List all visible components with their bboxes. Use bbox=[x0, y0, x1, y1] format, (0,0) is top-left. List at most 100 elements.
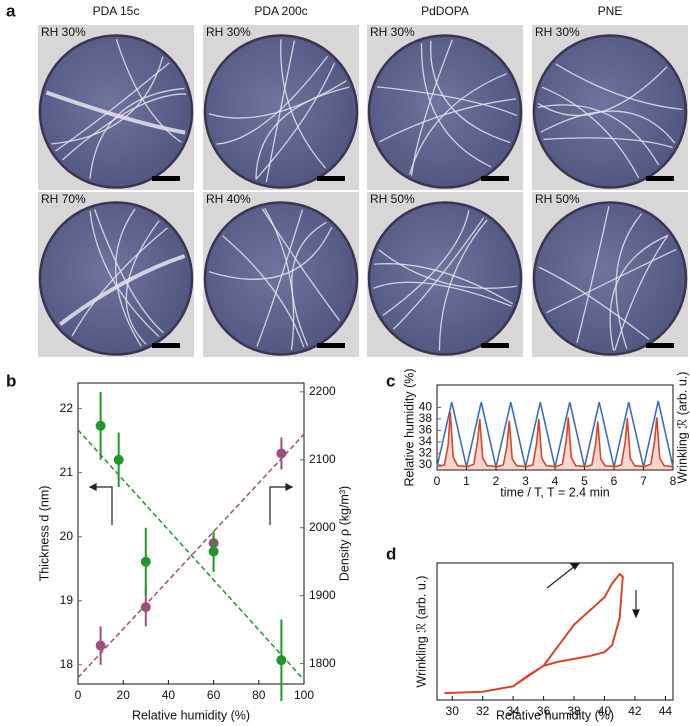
crack bbox=[55, 62, 170, 152]
y2-tick-label: 2000 bbox=[309, 520, 336, 534]
rh-label: RH 70% bbox=[41, 192, 86, 206]
plot-frame bbox=[77, 382, 305, 685]
y2-tick-label: 2200 bbox=[309, 384, 336, 398]
y-tick-label: 30 bbox=[419, 457, 433, 471]
column-title: PDA 15c bbox=[93, 4, 140, 18]
crack bbox=[379, 98, 517, 143]
crack bbox=[51, 56, 164, 145]
crack bbox=[537, 104, 660, 166]
x-tick-label: 7 bbox=[640, 474, 647, 488]
photo: RH 30% bbox=[38, 25, 194, 190]
rh-label: RH 40% bbox=[206, 192, 251, 206]
y2-tick-label: 2100 bbox=[309, 452, 336, 466]
x-tick-label: 60 bbox=[207, 688, 221, 702]
crack bbox=[430, 40, 511, 144]
x-axis-label: Relative humidity (%) bbox=[496, 708, 614, 722]
scale-bar bbox=[481, 343, 509, 348]
x-tick-label: 42 bbox=[628, 704, 642, 718]
x-tick-label: 1 bbox=[463, 474, 470, 488]
y-axis-label: Wrinkling ℛ (arb. u.) bbox=[414, 576, 428, 688]
crack bbox=[125, 220, 160, 345]
y-tick-label: 22 bbox=[60, 401, 74, 415]
point bbox=[95, 420, 106, 431]
column-title: PNE bbox=[598, 4, 623, 18]
crack bbox=[420, 43, 492, 168]
plot-frame bbox=[436, 562, 674, 701]
y-axis-label: Thickness d (nm) bbox=[37, 486, 51, 582]
crack bbox=[61, 93, 187, 161]
arrows bbox=[88, 483, 640, 619]
crack bbox=[216, 55, 329, 145]
x-tick-label: 8 bbox=[670, 474, 677, 488]
crack bbox=[410, 39, 453, 176]
photo: RH 30% bbox=[203, 25, 359, 190]
line bbox=[438, 412, 674, 468]
line bbox=[436, 400, 674, 468]
panel-label: a bbox=[6, 1, 16, 20]
x-tick-label: 100 bbox=[294, 688, 314, 702]
x-tick-label: 80 bbox=[252, 688, 266, 702]
membrane bbox=[532, 201, 688, 356]
y-tick-label: 40 bbox=[419, 400, 433, 414]
point bbox=[95, 640, 106, 651]
crack bbox=[280, 39, 327, 169]
crack bbox=[255, 62, 336, 180]
scale-bar bbox=[646, 343, 674, 348]
crack bbox=[373, 281, 512, 307]
fit-line bbox=[77, 429, 305, 681]
photo: RH 70% bbox=[38, 192, 194, 357]
photo: RH 50% bbox=[532, 192, 688, 357]
crack bbox=[382, 210, 470, 316]
crack bbox=[222, 235, 305, 348]
crack bbox=[537, 66, 668, 117]
rh-label: RH 30% bbox=[535, 25, 580, 39]
column-title: PdDOPA bbox=[421, 4, 469, 18]
crack bbox=[115, 39, 182, 143]
x-tick-label: 0 bbox=[75, 688, 82, 702]
crack bbox=[114, 208, 142, 347]
y-tick-label: 38 bbox=[419, 411, 433, 425]
membrane bbox=[367, 201, 523, 356]
y-axis-label: Relative humidity (%) bbox=[402, 368, 416, 486]
x-tick-label: 36 bbox=[537, 704, 551, 718]
crack bbox=[378, 249, 517, 289]
scale-bar bbox=[152, 343, 180, 348]
y-tick-label: 21 bbox=[60, 465, 74, 479]
y-tick-label: 18 bbox=[60, 657, 74, 671]
membrane bbox=[367, 34, 523, 189]
crack bbox=[393, 217, 485, 330]
crack bbox=[576, 206, 610, 343]
x-tick-label: 6 bbox=[611, 474, 618, 488]
crack bbox=[438, 219, 488, 351]
fit-line bbox=[77, 433, 305, 679]
x-tick-label: 32 bbox=[476, 704, 490, 718]
x-axis-label: time / T, T = 2.4 min bbox=[500, 485, 609, 499]
x-tick-label: 2 bbox=[493, 474, 500, 488]
x-tick-label: 0 bbox=[434, 474, 441, 488]
crack bbox=[89, 211, 160, 338]
crack bbox=[541, 86, 640, 179]
crack bbox=[89, 87, 185, 179]
plot-frame bbox=[436, 384, 674, 471]
photo: RH 50% bbox=[367, 192, 523, 357]
crack bbox=[255, 86, 350, 180]
x-tick-label: 40 bbox=[598, 704, 612, 718]
crack bbox=[208, 80, 347, 119]
crack bbox=[614, 234, 669, 351]
crack bbox=[555, 63, 683, 110]
photo: RH 30% bbox=[532, 25, 688, 190]
y-tick-label: 34 bbox=[419, 434, 433, 448]
scale-bar bbox=[317, 176, 345, 181]
crack bbox=[71, 227, 168, 337]
area bbox=[438, 412, 673, 470]
photo: RH 40% bbox=[203, 192, 359, 357]
crack bbox=[45, 90, 186, 135]
point bbox=[276, 448, 287, 459]
panel-label: b bbox=[6, 371, 16, 390]
rh-label: RH 30% bbox=[206, 25, 251, 39]
crack bbox=[538, 266, 650, 340]
point bbox=[113, 454, 124, 465]
crack bbox=[540, 110, 676, 144]
crack bbox=[374, 263, 513, 305]
